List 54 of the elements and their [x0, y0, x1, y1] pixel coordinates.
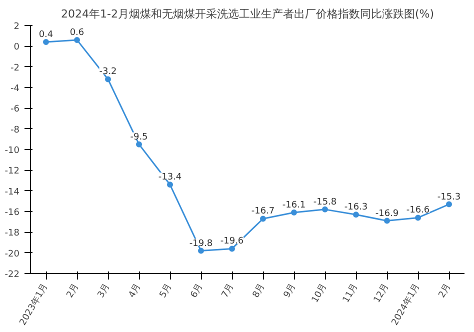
point — [291, 210, 297, 216]
y-tick-label: -18 — [4, 228, 20, 239]
x-tick-label: 6月 — [189, 282, 206, 300]
data-label: -13.4 — [158, 172, 182, 183]
chart-title: 2024年1-2月烟煤和无烟煤开采洗选工业生产者出厂价格指数同比涨跌图(%) — [61, 8, 434, 20]
x-tick-label: 8月 — [251, 282, 268, 300]
y-tick-label: -14 — [4, 187, 20, 198]
data-label: -16.6 — [406, 206, 430, 216]
x-tick-label: 12月 — [372, 282, 392, 305]
point — [198, 248, 204, 254]
y-tick-label: -8 — [10, 125, 20, 136]
point — [353, 212, 359, 218]
point — [384, 218, 390, 224]
point — [229, 246, 235, 252]
y-tick-label: -2 — [10, 63, 20, 74]
data-label: -9.5 — [130, 132, 148, 142]
data-label: -16.1 — [282, 200, 306, 211]
x-tick-label: 7月 — [220, 282, 236, 300]
data-label: -3.2 — [99, 67, 117, 78]
y-tick-label: -16 — [4, 208, 20, 218]
data-label: -16.9 — [375, 208, 399, 219]
data-label: 0.4 — [38, 30, 54, 40]
point — [105, 76, 111, 82]
x-tick-label: 10月 — [310, 282, 330, 305]
data-label: -15.8 — [313, 197, 337, 208]
data-label: -19.6 — [220, 236, 244, 247]
y-tick-label: 2 — [14, 22, 20, 32]
point — [136, 141, 142, 148]
data-label: -15.3 — [437, 192, 461, 202]
x-tick-label: 5月 — [158, 282, 174, 300]
x-tick-label: 3月 — [96, 282, 112, 300]
point — [322, 206, 328, 212]
data-label: -16.3 — [344, 202, 368, 213]
y-tick-label: -4 — [10, 84, 20, 94]
x-tick-label: 9月 — [282, 282, 298, 300]
y-tick-label: -12 — [4, 166, 20, 177]
y-tick-label: -22 — [4, 270, 20, 280]
point — [260, 216, 266, 222]
point — [167, 182, 173, 188]
data-label: 0.6 — [70, 28, 84, 38]
y-tick-label: -10 — [4, 146, 20, 156]
point — [74, 36, 80, 43]
x-tick-label: 11月 — [341, 282, 360, 305]
data-label: -19.8 — [189, 238, 213, 249]
point — [446, 201, 452, 208]
data-label: -16.7 — [251, 206, 275, 217]
x-tick-label: 4月 — [127, 282, 144, 300]
point — [43, 39, 49, 46]
point — [415, 214, 421, 221]
x-tick-label: 2月 — [437, 282, 454, 300]
y-tick-label: -20 — [4, 249, 20, 260]
y-tick-label: -6 — [10, 104, 20, 115]
x-tick-label: 2月 — [65, 282, 82, 300]
y-tick-label: 0 — [14, 42, 20, 53]
